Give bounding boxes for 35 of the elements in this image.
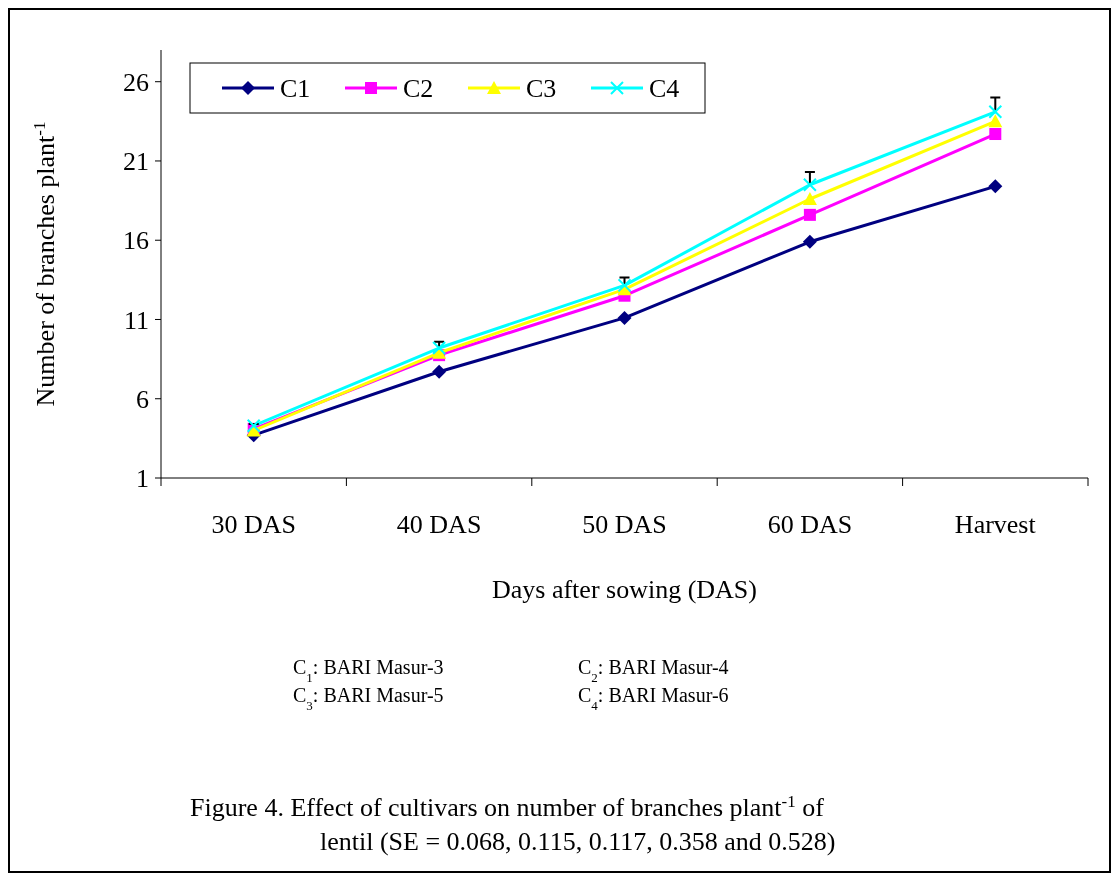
text: C$_{1}$: BARI Masur-3 (293, 656, 444, 685)
point (989, 128, 1002, 141)
x-tick-label: 50 DAS (582, 510, 667, 539)
text: C$_{4}$: BARI Masur-6 (578, 684, 729, 713)
text: lentil (SE = 0.068, 0.115, 0.117, 0.358 and 0.528) (320, 827, 836, 856)
text: C$_{2}$: BARI Masur-4 (578, 656, 729, 685)
point (432, 341, 447, 356)
point (246, 418, 261, 433)
y-tick-label: 26 (123, 67, 149, 97)
point (988, 179, 1003, 194)
y-tick-label: 6 (136, 384, 149, 414)
point (988, 104, 1003, 119)
x-tick-label: Harvest (954, 510, 1037, 539)
legend-label: C4 (649, 74, 680, 104)
y-tick-label: 11 (123, 305, 149, 335)
point (803, 208, 816, 221)
point (432, 364, 447, 379)
point (802, 177, 817, 192)
y-tick-label: 21 (123, 147, 149, 177)
text: C$_{3}$: BARI Masur-5 (293, 684, 444, 713)
point (617, 310, 632, 325)
x-tick-label: 40 DAS (396, 510, 482, 539)
legend-label: C3 (526, 74, 557, 104)
legend-label: C1 (280, 74, 311, 104)
legend-label: C2 (403, 74, 434, 104)
point (802, 192, 817, 206)
y-tick-label: 1 (136, 464, 149, 494)
x-tick-label: 60 DAS (767, 510, 853, 539)
x-tick-label: 30 DAS (211, 510, 296, 539)
point (802, 234, 817, 249)
y-tick-label: 16 (123, 226, 149, 256)
point (988, 114, 1003, 128)
x-axis-title: Days after sowing (DAS) (491, 575, 758, 604)
caption: Figure 4. Effect of cultivars on number of branches plant$^{-1}$ of (190, 791, 825, 822)
point (617, 278, 632, 293)
